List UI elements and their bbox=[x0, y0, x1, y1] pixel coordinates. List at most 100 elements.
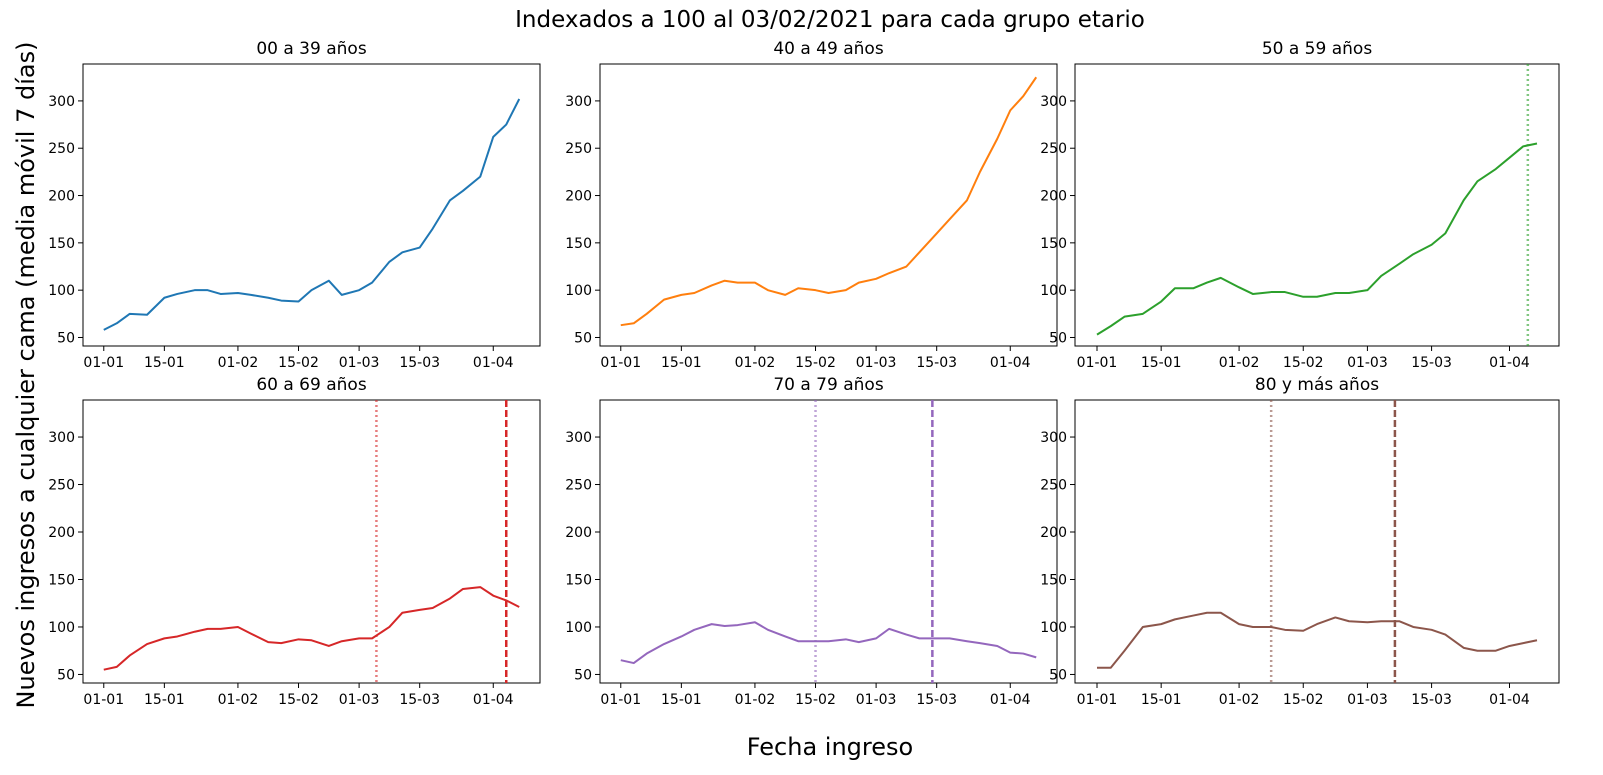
x-tick-label: 01-03 bbox=[339, 355, 380, 371]
x-tick-label: 15-02 bbox=[795, 355, 836, 371]
x-tick-label: 01-03 bbox=[339, 692, 380, 708]
subplot-title: 50 a 59 años bbox=[1262, 39, 1372, 59]
y-tick-label: 150 bbox=[1040, 572, 1067, 588]
y-tick-label: 250 bbox=[1040, 141, 1067, 157]
x-tick-label: 01-04 bbox=[473, 692, 514, 708]
y-tick-label: 200 bbox=[48, 189, 75, 205]
x-tick-label: 01-02 bbox=[1219, 692, 1260, 708]
x-tick-label: 15-01 bbox=[661, 355, 702, 371]
y-tick-label: 300 bbox=[1040, 430, 1067, 446]
x-tick-label: 15-01 bbox=[661, 692, 702, 708]
x-tick-label: 01-02 bbox=[735, 355, 776, 371]
x-tick-label: 01-03 bbox=[856, 692, 897, 708]
y-tick-label: 100 bbox=[565, 283, 592, 299]
plot-frame bbox=[1074, 399, 1560, 684]
subplot-title: 70 a 79 años bbox=[773, 375, 883, 395]
y-tick-label: 300 bbox=[1040, 94, 1067, 110]
subplot-title: 80 y más años bbox=[1255, 375, 1379, 395]
x-tick-label: 15-02 bbox=[1283, 692, 1324, 708]
y-tick-label: 150 bbox=[48, 236, 75, 252]
x-tick-label: 15-01 bbox=[1141, 692, 1182, 708]
y-tick-label: 300 bbox=[48, 94, 75, 110]
data-line bbox=[1096, 142, 1538, 336]
x-tick-label: 15-03 bbox=[399, 355, 440, 371]
data-line bbox=[620, 76, 1038, 327]
x-tick-label: 15-02 bbox=[278, 692, 319, 708]
y-tick-label: 200 bbox=[48, 525, 75, 541]
data-line bbox=[620, 621, 1037, 665]
y-tick-label: 300 bbox=[565, 430, 592, 446]
y-tick-label: 250 bbox=[48, 141, 75, 157]
x-tick-label: 15-03 bbox=[1411, 692, 1452, 708]
plot-frame bbox=[82, 63, 541, 347]
x-tick-label: 01-04 bbox=[473, 355, 514, 371]
x-tick-label: 01-02 bbox=[1219, 355, 1260, 371]
x-tick-label: 15-02 bbox=[278, 355, 319, 371]
x-tick-label: 15-02 bbox=[795, 692, 836, 708]
y-tick-label: 100 bbox=[48, 283, 75, 299]
y-tick-label: 300 bbox=[565, 94, 592, 110]
y-tick-label: 150 bbox=[565, 236, 592, 252]
x-tick-label: 01-02 bbox=[735, 692, 776, 708]
plot-frame bbox=[599, 399, 1058, 684]
y-tick-label: 100 bbox=[1040, 620, 1067, 636]
x-tick-label: 01-01 bbox=[1077, 355, 1118, 371]
y-tick-label: 50 bbox=[1049, 330, 1067, 346]
data-line bbox=[1097, 611, 1538, 669]
y-tick-label: 50 bbox=[574, 667, 592, 683]
data-line bbox=[103, 586, 520, 671]
x-tick-label: 01-01 bbox=[1077, 692, 1118, 708]
y-tick-label: 200 bbox=[565, 525, 592, 541]
y-tick-label: 100 bbox=[1040, 283, 1067, 299]
x-tick-label: 01-03 bbox=[1347, 692, 1388, 708]
y-tick-label: 150 bbox=[1040, 236, 1067, 252]
x-tick-label: 01-03 bbox=[1347, 355, 1388, 371]
x-tick-label: 15-01 bbox=[144, 355, 185, 371]
x-tick-label: 15-01 bbox=[144, 692, 185, 708]
y-tick-label: 50 bbox=[57, 330, 75, 346]
x-tick-label: 01-01 bbox=[600, 692, 641, 708]
y-tick-label: 50 bbox=[1049, 667, 1067, 683]
y-tick-label: 200 bbox=[1040, 189, 1067, 205]
x-axis-label: Fecha ingreso bbox=[747, 733, 913, 761]
y-tick-label: 250 bbox=[1040, 478, 1067, 494]
y-tick-label: 50 bbox=[57, 667, 75, 683]
y-tick-label: 250 bbox=[565, 141, 592, 157]
plot-frame bbox=[599, 63, 1058, 347]
x-tick-label: 01-02 bbox=[218, 355, 259, 371]
x-tick-label: 15-02 bbox=[1283, 355, 1324, 371]
x-tick-label: 01-02 bbox=[218, 692, 259, 708]
x-tick-label: 15-03 bbox=[916, 692, 957, 708]
x-tick-label: 01-04 bbox=[1489, 692, 1530, 708]
y-tick-label: 200 bbox=[565, 189, 592, 205]
y-tick-label: 100 bbox=[565, 620, 592, 636]
subplot-title: 00 a 39 años bbox=[256, 39, 366, 59]
y-tick-label: 300 bbox=[48, 430, 75, 446]
y-tick-label: 250 bbox=[48, 478, 75, 494]
plot-frame bbox=[1074, 63, 1560, 347]
x-tick-label: 01-01 bbox=[83, 355, 124, 371]
x-tick-label: 01-04 bbox=[990, 355, 1031, 371]
y-tick-label: 100 bbox=[48, 620, 75, 636]
y-axis-label: Nuevos ingresos a cualquier cama (media … bbox=[12, 42, 40, 709]
plot-frame bbox=[82, 399, 541, 684]
subplot-title: 60 a 69 años bbox=[256, 375, 366, 395]
x-tick-label: 15-03 bbox=[1411, 355, 1452, 371]
figure-title: Indexados a 100 al 03/02/2021 para cada … bbox=[515, 7, 1145, 33]
subplot-title: 40 a 49 años bbox=[773, 39, 883, 59]
x-tick-label: 01-01 bbox=[83, 692, 124, 708]
x-tick-label: 01-04 bbox=[990, 692, 1031, 708]
x-tick-label: 01-04 bbox=[1489, 355, 1530, 371]
y-tick-label: 150 bbox=[565, 572, 592, 588]
y-tick-label: 150 bbox=[48, 572, 75, 588]
x-tick-label: 15-01 bbox=[1141, 355, 1182, 371]
y-tick-label: 250 bbox=[565, 478, 592, 494]
y-tick-label: 50 bbox=[574, 330, 592, 346]
x-tick-label: 15-03 bbox=[399, 692, 440, 708]
y-tick-label: 200 bbox=[1040, 525, 1067, 541]
x-tick-label: 15-03 bbox=[916, 355, 957, 371]
x-tick-label: 01-01 bbox=[600, 355, 641, 371]
data-line bbox=[103, 98, 521, 331]
